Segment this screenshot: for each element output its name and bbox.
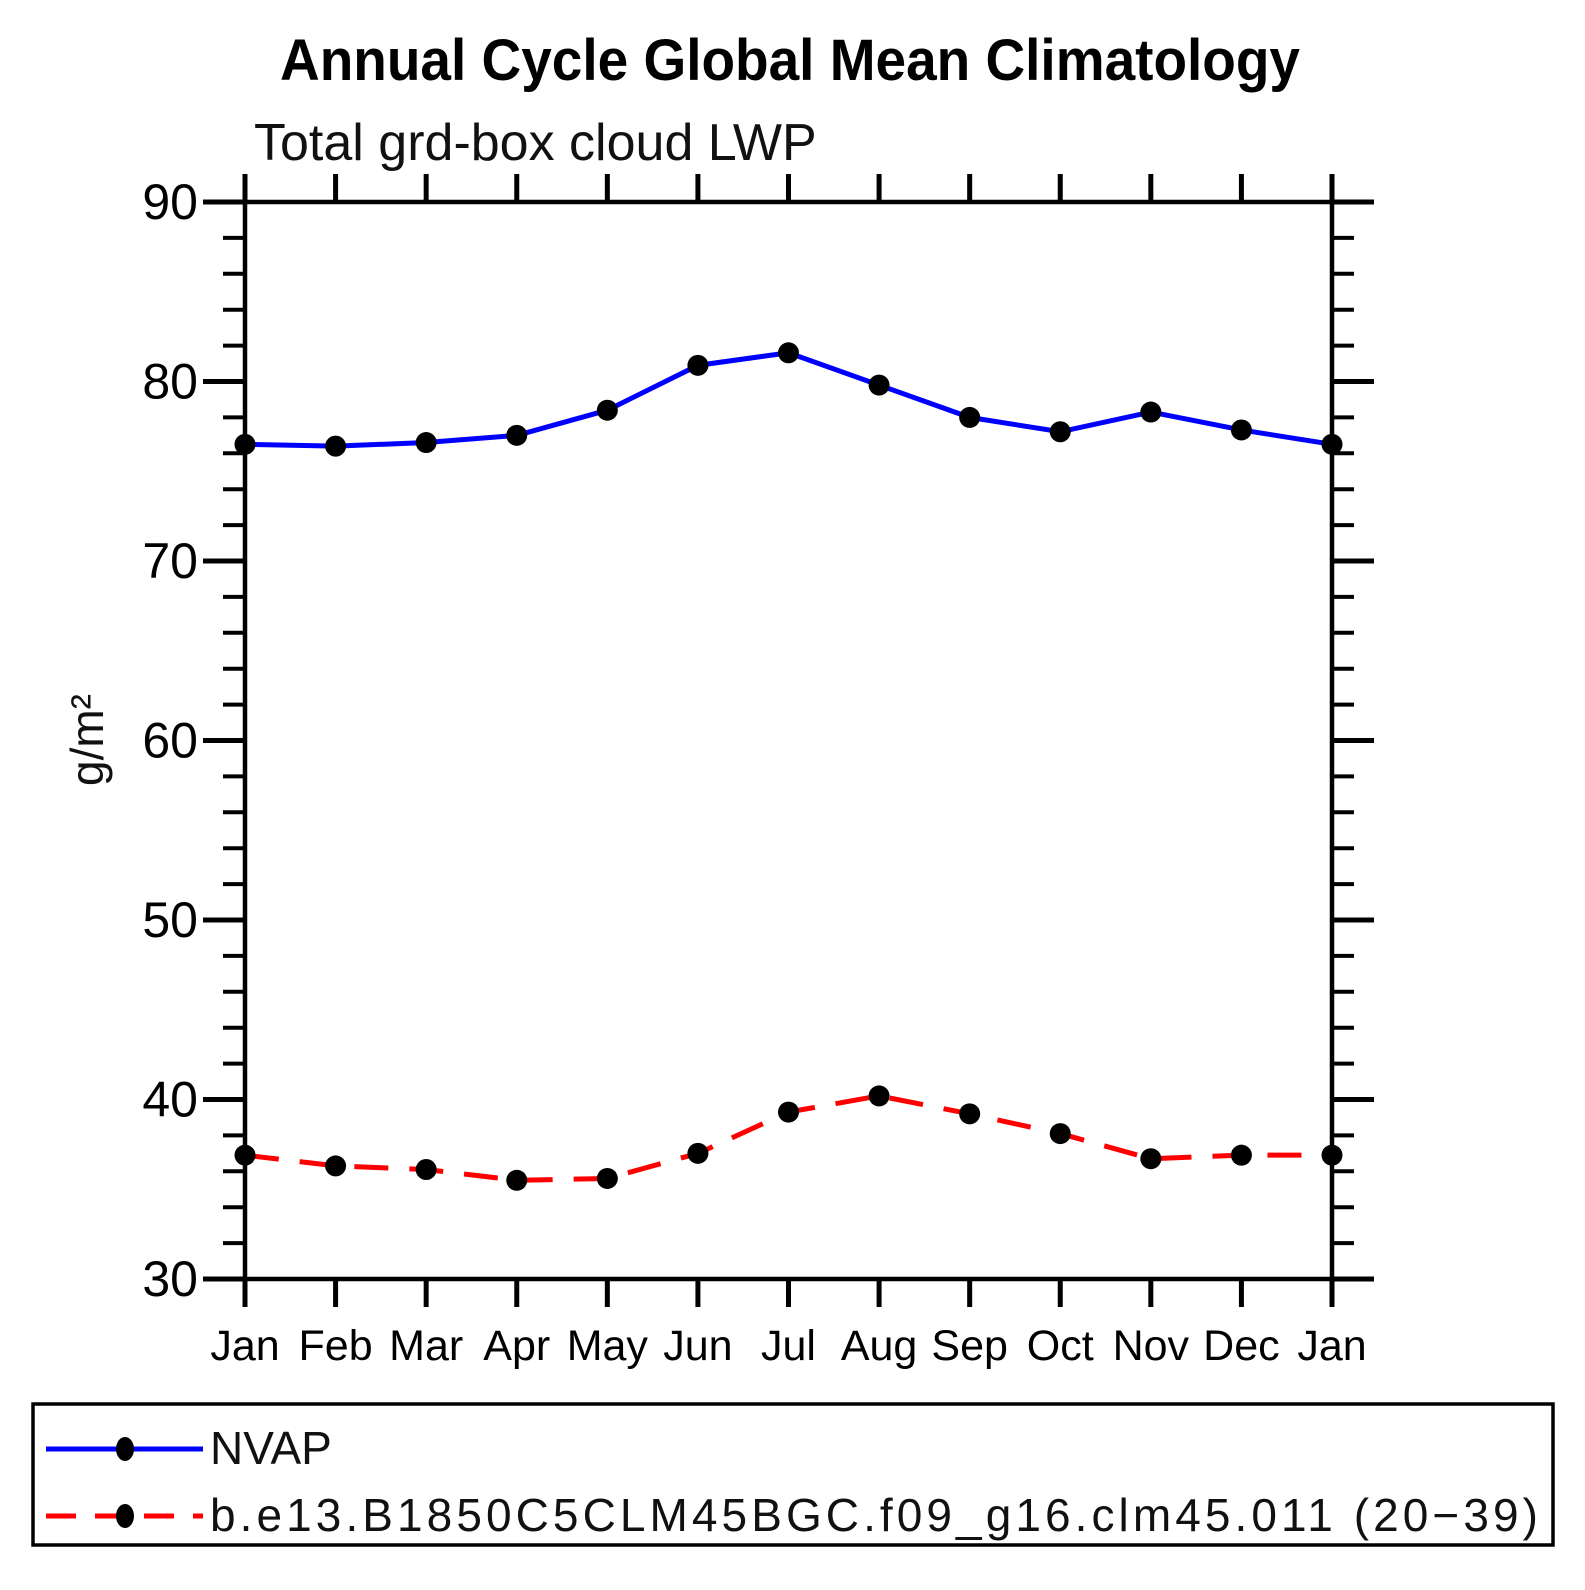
data-point-0 <box>1321 433 1343 455</box>
y-axis-title: g/m² <box>61 694 113 786</box>
data-point-0 <box>868 374 890 396</box>
plot-series <box>234 342 1343 1191</box>
x-tick-label: Jan <box>1297 1322 1366 1370</box>
x-tick-label: Nov <box>1113 1322 1190 1370</box>
data-point-0 <box>778 342 799 364</box>
x-tick-label: Sep <box>931 1322 1008 1370</box>
legend-label-nvap: NVAP <box>210 1422 332 1474</box>
legend: NVAP b.e13.B1850C5CLM45BGC.f09_g16.clm45… <box>31 1402 1555 1547</box>
legend-box <box>31 1402 1555 1547</box>
x-tick-label: Oct <box>1027 1322 1094 1370</box>
chart-subtitle: Total grd-box cloud LWP <box>254 114 817 172</box>
x-tick-label: Jan <box>210 1322 279 1370</box>
data-point-0 <box>415 432 437 454</box>
data-point-0 <box>1049 421 1071 443</box>
data-point-0 <box>1230 419 1252 441</box>
data-point-0 <box>506 424 528 446</box>
x-tick-label: Apr <box>483 1322 550 1370</box>
data-point-1 <box>1230 1144 1252 1166</box>
x-tick-label: Feb <box>299 1322 373 1370</box>
data-point-1 <box>959 1103 981 1125</box>
y-tick-label: 80 <box>142 354 198 410</box>
data-point-0 <box>596 399 618 421</box>
data-point-0 <box>1140 401 1162 423</box>
chart-title: Annual Cycle Global Mean Climatology <box>280 28 1300 93</box>
y-tick-label: 60 <box>142 713 198 769</box>
data-point-1 <box>687 1142 709 1164</box>
data-point-1 <box>415 1159 437 1181</box>
data-point-1 <box>1321 1144 1343 1166</box>
x-tick-label: Aug <box>841 1322 918 1370</box>
x-tick-label: Jul <box>761 1322 816 1370</box>
data-point-1 <box>1140 1148 1162 1170</box>
x-tick-label: May <box>567 1322 649 1370</box>
data-point-0 <box>959 406 981 428</box>
data-point-1 <box>325 1155 347 1177</box>
data-point-1 <box>506 1169 528 1191</box>
y-tick-label: 50 <box>142 892 198 948</box>
y-tick-label: 30 <box>142 1251 198 1307</box>
legend-item-nvap: NVAP <box>46 1422 332 1474</box>
y-tick-label: 70 <box>142 533 198 589</box>
legend-item-model: b.e13.B1850C5CLM45BGC.f09_g16.clm45.011 … <box>46 1489 1538 1541</box>
axes: 30 40 50 60 70 80 90 Jan Feb Mar Apr May Jun Jul Aug Se… <box>142 174 1374 1370</box>
data-point-0 <box>234 433 256 455</box>
data-point-1 <box>778 1101 799 1123</box>
data-point-0 <box>687 354 709 376</box>
y-tick-label: 40 <box>142 1072 198 1128</box>
data-point-1 <box>596 1167 618 1189</box>
x-tick-label: Jun <box>663 1322 732 1370</box>
data-point-1 <box>1049 1123 1071 1145</box>
data-point-1 <box>868 1085 890 1107</box>
data-point-0 <box>325 435 347 457</box>
legend-label-model: b.e13.B1850C5CLM45BGC.f09_g16.clm45.011 … <box>210 1489 1538 1541</box>
legend-marker-model <box>116 1504 134 1528</box>
data-point-1 <box>234 1144 256 1166</box>
legend-marker-nvap <box>116 1437 134 1461</box>
y-tick-label: 90 <box>142 174 198 230</box>
series-line-0 <box>244 350 1333 449</box>
x-tick-label: Mar <box>389 1322 463 1370</box>
x-tick-label: Dec <box>1203 1322 1279 1370</box>
